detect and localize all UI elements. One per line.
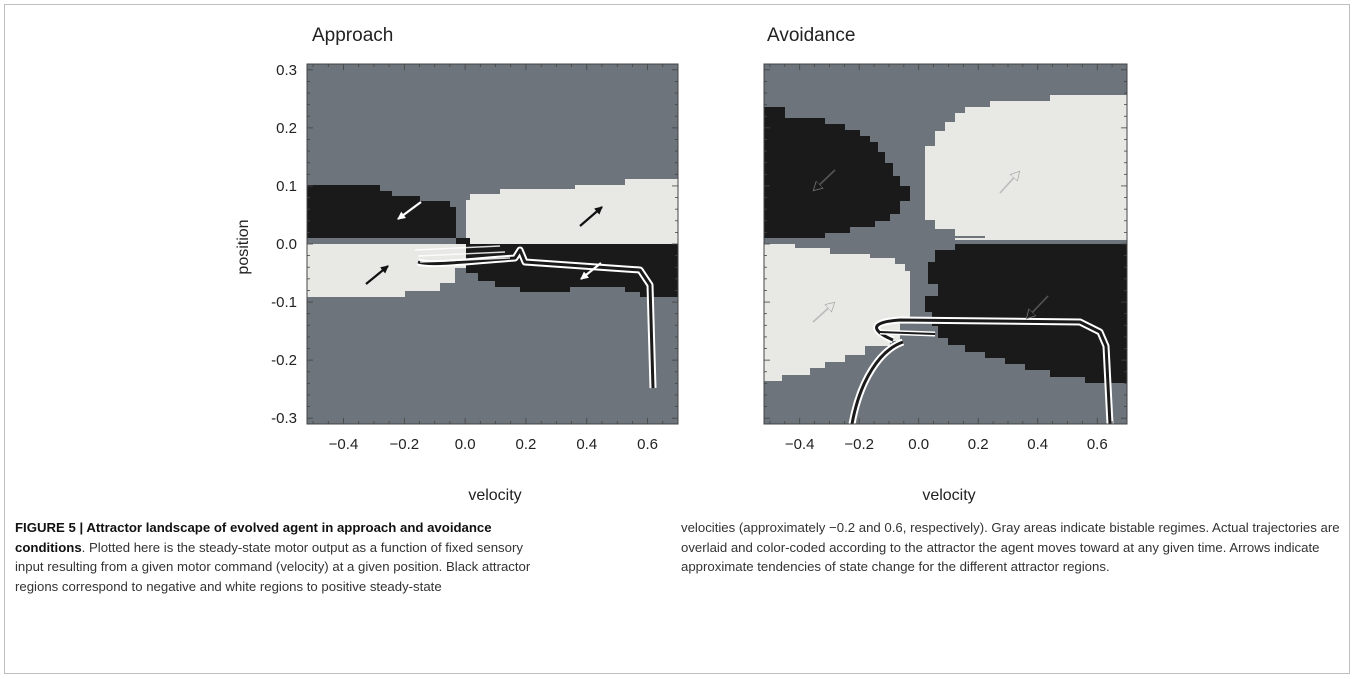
x-tick-label: 0.4 (1027, 436, 1048, 453)
plot-area-avoidance (764, 64, 1127, 425)
x-tick-label: 0.6 (637, 436, 658, 453)
x-tick-label: 0.2 (516, 436, 537, 453)
panel-title-avoidance: Avoidance (767, 25, 855, 46)
caption-text-left: . Plotted here is the steady-state motor… (15, 539, 531, 594)
caption-left: FIGURE 5 | Attractor landscape of evolve… (15, 518, 540, 596)
positive-region-upper (925, 95, 1127, 240)
y-tick-label: 0.0 (276, 236, 297, 253)
panel-title-approach: Approach (312, 25, 393, 46)
boundary-strip (955, 238, 1127, 240)
arrow-positive-lower (365, 265, 389, 285)
trajectory-fade (414, 245, 511, 263)
panel-avoidance: Avoidance velocity (763, 25, 1128, 504)
x-tick-label: 0.4 (576, 436, 597, 453)
positive-region-upper (466, 179, 678, 244)
plot-area-approach (307, 64, 678, 424)
axes-avoidance: −0.4 −0.2 0.0 0.2 0.4 0.6 (763, 63, 1128, 453)
x-axis-label-avoidance: velocity (922, 487, 975, 504)
axes-approach: −0.4 −0.2 0.0 0.2 0.4 0.6 0.3 0.2 0.1 0.0 -0.1 -0.2… (271, 62, 679, 453)
caption-text-right: velocities (approximately −0.2 and 0.6, … (681, 520, 1340, 575)
positive-region-lower (764, 244, 910, 381)
y-tick-label: -0.3 (271, 410, 297, 427)
arrow-positive-upper (579, 206, 603, 227)
arrow-negative-lower (580, 262, 602, 280)
negative-region-upper (307, 185, 456, 238)
x-tick-label: 0.0 (455, 436, 476, 453)
arrow-negative-lower (1027, 295, 1049, 318)
figure-label: FIGURE 5 | Attractor landscape of evolve… (15, 520, 492, 555)
trajectory-core (417, 248, 655, 389)
arrow-negative-upper (814, 169, 836, 190)
y-tick-label: 0.1 (276, 178, 297, 195)
negative-region-upper (764, 107, 910, 238)
x-axis-label-approach: velocity (468, 487, 521, 504)
x-tick-label: 0.6 (1087, 436, 1108, 453)
x-tick-label: −0.2 (844, 436, 874, 453)
trajectory-core (875, 318, 1112, 425)
panel-approach: Approach position velocity −0.4 −0.2 (235, 25, 679, 504)
y-axis-label: position (235, 219, 252, 274)
figure-frame (4, 4, 1350, 674)
arrow-negative-upper (397, 201, 422, 220)
y-tick-label: -0.1 (271, 294, 297, 311)
trajectory2-core (850, 340, 904, 425)
x-tick-label: −0.4 (785, 436, 815, 453)
x-tick-label: −0.4 (329, 436, 359, 453)
figure-plots: Approach position velocity −0.4 −0.2 (235, 25, 1128, 504)
caption-right: velocities (approximately −0.2 and 0.6, … (681, 518, 1341, 577)
x-tick-label: 0.2 (968, 436, 989, 453)
x-tick-label: −0.2 (389, 436, 419, 453)
y-tick-label: 0.2 (276, 120, 297, 137)
boundary-strip (764, 238, 1127, 244)
boundary-strip (456, 238, 470, 244)
arrow-positive-upper (999, 172, 1019, 194)
trajectory-loop-core (879, 331, 936, 335)
arrow-positive-lower (812, 303, 834, 323)
y-tick-label: -0.2 (271, 352, 297, 369)
x-tick-label: 0.0 (908, 436, 929, 453)
y-tick-label: 0.3 (276, 62, 297, 79)
